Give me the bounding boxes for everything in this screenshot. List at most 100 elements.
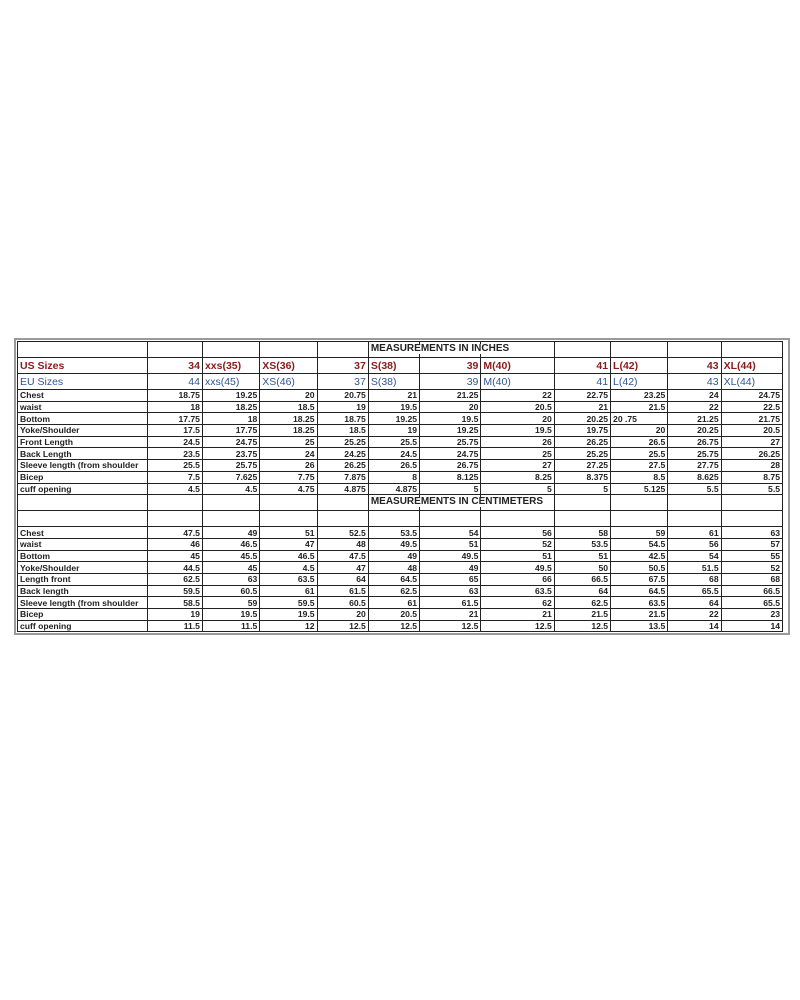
value-cell: 5 xyxy=(480,482,555,496)
value-cell: 18.25 xyxy=(259,412,318,426)
value-cell: 59 xyxy=(201,596,261,609)
empty-cell xyxy=(17,510,148,528)
value-cell: 21.75 xyxy=(720,412,784,426)
value-cell: 8 xyxy=(367,470,421,484)
value-cell: 8.25 xyxy=(480,470,555,484)
value-cell: 27 xyxy=(480,459,555,472)
value-cell: 8.375 xyxy=(553,470,612,484)
value-cell: 61.5 xyxy=(316,584,369,598)
value-cell: 20 xyxy=(259,389,318,402)
value-cell: 21.5 xyxy=(610,608,669,621)
value-cell: 59.5 xyxy=(259,596,318,609)
value-cell: 64.5 xyxy=(367,572,421,586)
value-cell: 23.25 xyxy=(610,389,669,402)
value-cell: 61 xyxy=(259,584,318,598)
value-cell: 18.5 xyxy=(259,400,318,414)
value-cell: 62 xyxy=(480,596,555,609)
value-cell: 18.25 xyxy=(259,424,318,437)
value-cell: 66.5 xyxy=(553,572,612,586)
value-cell: 58 xyxy=(553,526,612,539)
value-cell: S(38) xyxy=(367,373,421,390)
blank-row xyxy=(17,510,784,528)
empty-cell xyxy=(667,341,722,358)
row-label: Length front xyxy=(17,572,148,586)
value-cell: 26 xyxy=(259,459,318,472)
value-cell: 62.5 xyxy=(367,584,421,598)
value-cell: 41 xyxy=(553,373,612,390)
value-cell: 63.5 xyxy=(480,584,555,598)
value-cell: 51.5 xyxy=(667,561,722,574)
empty-cell xyxy=(201,494,261,512)
value-cell: 39 xyxy=(419,357,482,374)
value-cell: 11.5 xyxy=(146,619,203,633)
value-cell: 49 xyxy=(201,526,261,539)
value-cell: 24.25 xyxy=(316,447,369,461)
row-label: cuff opening xyxy=(17,482,148,496)
value-cell: 12 xyxy=(259,619,318,633)
centimeters-title-row: MEASUREMENTS IN CENTIMETERS xyxy=(17,494,784,512)
value-cell: 64 xyxy=(667,596,722,609)
value-cell: 37 xyxy=(316,357,369,374)
empty-cell xyxy=(146,510,203,528)
value-cell: 54 xyxy=(419,526,482,539)
row-label: Front Length xyxy=(17,435,148,449)
value-cell: 45 xyxy=(201,561,261,574)
us-sizes-row: US Sizes 34 xxs(35) XS(36) 37 S(38) 39 M(40) 41 L… xyxy=(17,357,784,374)
value-cell: 52.5 xyxy=(316,526,369,539)
value-cell: 14 xyxy=(667,619,722,633)
value-cell: 27.25 xyxy=(553,459,612,472)
value-cell: 23.75 xyxy=(201,447,261,461)
value-cell: 63 xyxy=(419,584,482,598)
value-cell: 27.75 xyxy=(667,459,722,472)
value-cell: 4.5 xyxy=(201,482,261,496)
row-label: Sleeve length (from shoulder xyxy=(17,459,148,472)
value-cell: 54.5 xyxy=(610,537,669,551)
empty-cell xyxy=(480,510,555,528)
value-cell: 12.5 xyxy=(419,619,482,633)
value-cell: 18 xyxy=(146,400,203,414)
value-cell: 47 xyxy=(316,561,369,574)
value-cell: 47.5 xyxy=(146,526,203,539)
value-cell: 56 xyxy=(480,526,555,539)
row-label: cuff opening xyxy=(17,619,148,633)
value-cell: 64 xyxy=(553,584,612,598)
value-cell: 8.125 xyxy=(419,470,482,484)
value-cell: 48 xyxy=(367,561,421,574)
inches-row: waist 18 18.25 18.5 19 19.5 20 20.5 21 21.5 22 22.5 xyxy=(17,400,784,414)
value-cell: 21 xyxy=(367,389,421,402)
value-cell: 59.5 xyxy=(146,584,203,598)
value-cell: 63 xyxy=(720,526,784,539)
centimeters-row: waist 46 46.5 47 48 49.5 51 52 53.5 54.5 56 57 xyxy=(17,537,784,551)
value-cell: 43 xyxy=(667,357,722,374)
value-cell: 12.5 xyxy=(480,619,555,633)
value-cell: 12.5 xyxy=(553,619,612,633)
value-cell: 22 xyxy=(667,608,722,621)
value-cell: 25.25 xyxy=(553,447,612,461)
inches-row: Yoke/Shoulder 17.5 17.75 18.25 18.5 19 19.25 19… xyxy=(17,424,784,437)
value-cell: 25 xyxy=(480,447,555,461)
value-cell: 20 xyxy=(419,400,482,414)
value-cell: 61.5 xyxy=(419,596,482,609)
value-cell: 19 xyxy=(316,400,369,414)
value-cell: 23 xyxy=(720,608,784,621)
value-cell: 68 xyxy=(720,572,784,586)
value-cell: M(40) xyxy=(480,357,555,374)
value-cell: 20 .75 xyxy=(610,412,669,426)
value-cell: 46.5 xyxy=(259,549,318,563)
value-cell: 19.5 xyxy=(480,424,555,437)
row-label: EU Sizes xyxy=(17,373,148,390)
value-cell: 53.5 xyxy=(553,537,612,551)
inches-row: Back Length 23.5 23.75 24 24.25 24.5 24.75 25 25… xyxy=(17,447,784,461)
value-cell: 37 xyxy=(316,373,369,390)
value-cell: 51 xyxy=(419,537,482,551)
value-cell: 51 xyxy=(480,549,555,563)
value-cell: 18.75 xyxy=(146,389,203,402)
value-cell: 12.5 xyxy=(367,619,421,633)
value-cell: 34 xyxy=(146,357,203,374)
value-cell: 68 xyxy=(667,572,722,586)
value-cell: 12.5 xyxy=(316,619,369,633)
value-cell: 21 xyxy=(480,608,555,621)
empty-cell xyxy=(720,341,784,358)
centimeters-row: Bottom 45 45.5 46.5 47.5 49 49.5 51 51 42.5 54 55 xyxy=(17,549,784,563)
row-label: Back length xyxy=(17,584,148,598)
